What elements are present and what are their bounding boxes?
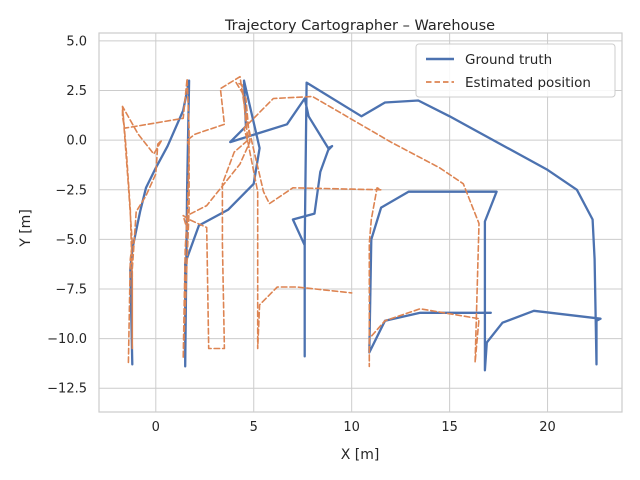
- y-axis-label: Y [m]: [18, 209, 34, 248]
- legend-box: [415, 43, 616, 98]
- x-tick-label: 0: [152, 420, 160, 435]
- y-tick-label: 5.0: [66, 34, 87, 49]
- y-tick-label: −5.0: [55, 233, 87, 248]
- y-tick-label: −12.5: [47, 382, 87, 397]
- y-tick-label: −10.0: [47, 332, 87, 347]
- legend-label-ground-truth: Ground truth: [465, 52, 552, 68]
- x-tick-label: 5: [250, 420, 258, 435]
- x-tick-labels: 0 5 10 15 20: [152, 420, 556, 435]
- y-tick-labels: 5.0 2.5 0.0 −2.5 −5.0 −7.5 −10.0 −12.5: [47, 34, 87, 396]
- legend-label-estimated-position: Estimated position: [465, 75, 591, 91]
- x-tick-label: 15: [441, 420, 458, 435]
- y-tick-label: 0.0: [66, 134, 87, 149]
- x-tick-label: 10: [343, 420, 360, 435]
- y-tick-label: 2.5: [66, 84, 87, 99]
- series-line-estimated-position: [121, 75, 480, 368]
- x-axis-label: X [m]: [341, 447, 380, 463]
- chart-title: Trajectory Cartographer – Warehouse: [224, 18, 495, 34]
- y-tick-label: −2.5: [55, 183, 87, 198]
- legend: Ground truth Estimated position: [415, 43, 616, 98]
- series-line-ground-truth: [129, 79, 602, 372]
- series-layer: [121, 75, 602, 372]
- plot-area-frame: [98, 32, 623, 413]
- x-tick-label: 20: [539, 420, 556, 435]
- y-tick-label: −7.5: [55, 282, 87, 297]
